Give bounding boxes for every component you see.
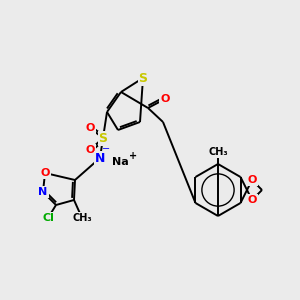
Text: Cl: Cl	[42, 213, 54, 223]
Text: O: O	[85, 123, 95, 133]
Text: CH₃: CH₃	[72, 213, 92, 223]
Text: S: S	[98, 131, 107, 145]
Text: S: S	[139, 71, 148, 85]
Text: O: O	[85, 145, 95, 155]
Text: O: O	[160, 94, 170, 104]
Text: −: −	[102, 144, 110, 154]
Text: +: +	[129, 151, 137, 161]
Text: O: O	[247, 195, 257, 205]
Text: CH₃: CH₃	[208, 147, 228, 157]
Text: N: N	[38, 187, 48, 197]
Text: O: O	[247, 175, 257, 185]
Text: N: N	[95, 152, 105, 164]
Text: O: O	[40, 168, 50, 178]
Text: Na: Na	[112, 157, 128, 167]
